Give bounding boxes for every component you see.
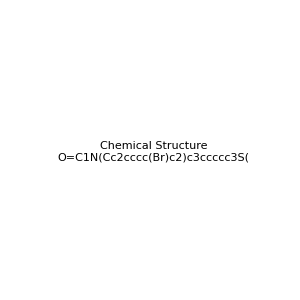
- Text: Chemical Structure
O=C1N(Cc2cccc(Br)c2)c3ccccc3S(: Chemical Structure O=C1N(Cc2cccc(Br)c2)c…: [58, 141, 250, 162]
